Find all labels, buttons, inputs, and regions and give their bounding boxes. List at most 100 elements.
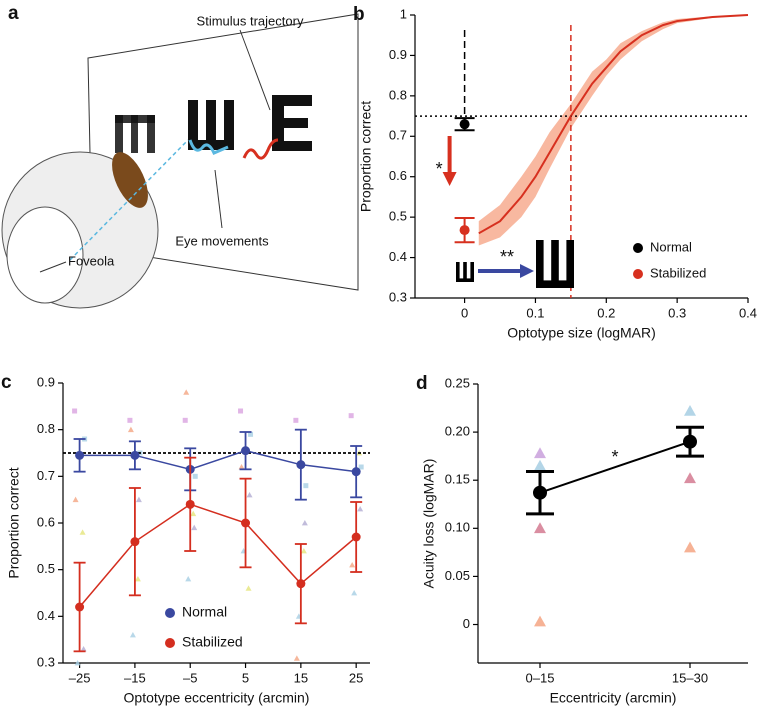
subject-point: [245, 585, 252, 591]
pointer: [39, 261, 67, 273]
point: [241, 446, 251, 456]
y-tick-label: 0: [463, 616, 470, 631]
legend-label: Stabilized: [182, 634, 243, 650]
optotypes: [115, 95, 312, 153]
x-tick-label: –5: [183, 670, 197, 685]
y-tick-label: 0.3: [389, 289, 407, 304]
y-tick-label: 0.15: [445, 472, 470, 487]
point: [533, 485, 547, 500]
panel-label: d: [416, 373, 428, 394]
optotype: [456, 278, 474, 282]
y-tick-label: 0.8: [37, 421, 55, 436]
legend-label: Normal: [650, 239, 692, 254]
x-tick-label: –15: [124, 670, 146, 685]
point: [459, 119, 470, 130]
subject-point: [301, 520, 308, 526]
subject-point: [127, 417, 133, 423]
subject-point: [135, 496, 142, 503]
y-tick-label: 0.9: [37, 374, 55, 389]
point: [130, 450, 140, 460]
y-tick-label: 0.7: [37, 468, 55, 483]
legend-marker: [633, 243, 643, 253]
subject-point: [72, 408, 78, 414]
subject-point: [129, 632, 136, 638]
annotation: Foveola: [68, 253, 115, 268]
point: [75, 450, 85, 460]
subject-point: [185, 576, 192, 582]
subject-point: [127, 426, 134, 433]
point: [296, 460, 306, 470]
y-axis-title: Proportion correct: [6, 467, 22, 578]
arrow-head: [520, 264, 534, 278]
point: [130, 537, 140, 547]
legend-label: Stabilized: [650, 265, 706, 280]
subject-point: [134, 576, 141, 582]
y-tick-label: 0.9: [389, 47, 407, 62]
subject-point: [357, 506, 364, 512]
x-tick-label: 5: [242, 670, 249, 685]
y-tick-label: 0.7: [389, 128, 407, 143]
y-tick-label: 0.10: [445, 520, 470, 535]
subject-point: [293, 417, 299, 423]
subject-point: [349, 562, 356, 568]
legend-marker: [633, 269, 643, 279]
subject-point: [191, 524, 198, 531]
y-tick-label: 0.5: [37, 561, 55, 576]
y-tick-label: 1: [400, 6, 407, 21]
x-tick-label: 0.3: [668, 305, 686, 320]
panel-a: a Stimulus trajectory Eye movements Fove…: [1, 3, 359, 309]
series-line: [79, 449, 357, 473]
subject-point: [183, 389, 190, 395]
subject-point: [293, 655, 300, 661]
subject-point: [351, 590, 358, 596]
optotype: [536, 280, 574, 288]
legend-marker: [165, 608, 175, 618]
y-tick-label: 0.25: [445, 375, 470, 390]
optotype: [470, 262, 474, 282]
y-axis-title: Proportion correct: [358, 101, 374, 212]
series-line: [79, 503, 357, 608]
y-tick-label: 0.6: [37, 514, 55, 529]
subject-point: [246, 492, 253, 498]
y-tick-label: 0.4: [389, 249, 407, 264]
point: [459, 225, 470, 236]
optotype: [566, 240, 574, 288]
subject-point: [534, 459, 546, 471]
subject-point: [238, 464, 245, 470]
subject-point: [192, 473, 198, 479]
y-axis-title: Acuity loss (logMAR): [421, 459, 437, 589]
y-tick-label: 0.3: [37, 654, 55, 669]
eye-trace: [188, 139, 229, 155]
stimulus-trace: [242, 138, 279, 160]
legend-label: Normal: [182, 604, 227, 620]
subject-point: [80, 646, 87, 652]
optotype: [536, 240, 544, 288]
point: [296, 579, 306, 589]
subject-point: [72, 496, 79, 503]
retina: [6, 206, 84, 304]
annotation: *: [611, 447, 618, 467]
point: [241, 518, 251, 528]
subject-point: [79, 529, 86, 535]
x-axis-title: Optotype size (logMAR): [507, 325, 656, 341]
y-tick-label: 0.4: [37, 608, 55, 623]
pupil: [112, 152, 148, 208]
subject-point: [534, 615, 546, 627]
subject-point: [348, 413, 354, 419]
point: [185, 499, 195, 509]
optotype: [463, 262, 467, 282]
panel-label: a: [8, 3, 19, 24]
subject-point: [74, 660, 81, 666]
optotype: [456, 262, 460, 282]
subject-point: [684, 541, 696, 553]
y-tick-label: 0.5: [389, 209, 407, 224]
subject-point: [534, 522, 546, 534]
x-tick-label: –25: [69, 670, 91, 685]
subject-point: [238, 408, 244, 414]
confidence-band: [478, 15, 748, 246]
series-line: [539, 440, 691, 494]
subject-point: [358, 464, 364, 470]
arrow-head: [442, 172, 457, 186]
subject-point: [684, 404, 696, 416]
annotation: **: [500, 247, 514, 267]
